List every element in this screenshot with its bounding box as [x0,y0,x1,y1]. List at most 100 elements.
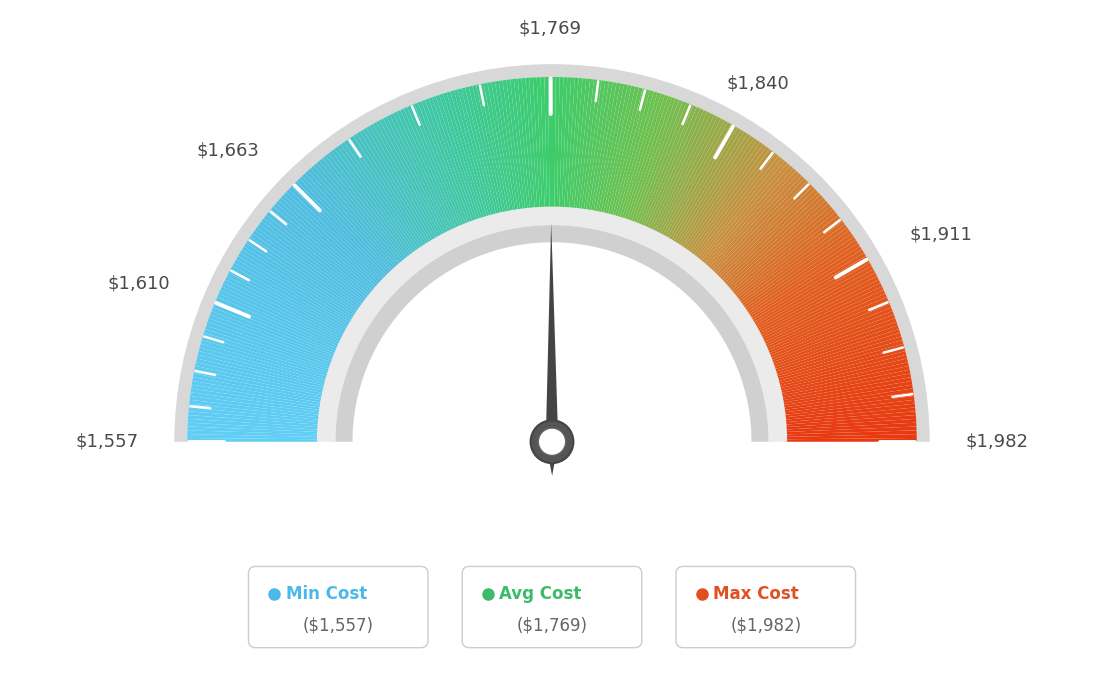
Wedge shape [785,419,916,429]
Wedge shape [193,370,322,398]
Wedge shape [584,80,605,210]
Wedge shape [766,297,889,351]
Wedge shape [203,333,329,374]
Wedge shape [251,233,360,310]
FancyBboxPatch shape [676,566,856,648]
Wedge shape [262,218,368,300]
Wedge shape [274,204,375,291]
Wedge shape [425,99,473,223]
Wedge shape [785,404,915,420]
Circle shape [531,420,573,463]
Wedge shape [736,218,842,300]
Wedge shape [259,221,365,302]
Wedge shape [317,161,403,264]
Wedge shape [638,103,690,226]
Wedge shape [752,253,866,323]
Wedge shape [556,77,563,208]
Wedge shape [436,95,480,220]
Wedge shape [499,80,520,210]
Wedge shape [776,340,903,379]
Wedge shape [758,269,875,333]
Wedge shape [541,77,548,208]
Wedge shape [656,115,718,233]
Wedge shape [188,411,319,424]
Wedge shape [781,366,910,395]
Wedge shape [739,221,845,302]
Wedge shape [643,106,697,227]
Wedge shape [188,423,319,432]
Wedge shape [353,134,427,246]
Wedge shape [615,90,654,217]
Wedge shape [704,166,794,266]
Wedge shape [772,318,896,365]
Wedge shape [767,300,890,353]
Wedge shape [777,347,905,384]
Wedge shape [768,304,891,356]
Wedge shape [783,381,912,405]
Wedge shape [785,423,916,432]
Wedge shape [422,100,470,224]
Wedge shape [785,426,916,435]
Wedge shape [234,259,350,327]
Wedge shape [461,88,497,215]
Text: Min Cost: Min Cost [286,585,367,603]
Wedge shape [188,438,318,442]
Wedge shape [765,293,887,349]
Wedge shape [596,83,624,213]
Wedge shape [784,400,915,417]
Wedge shape [582,80,602,210]
Wedge shape [779,358,907,391]
Wedge shape [665,122,731,238]
Wedge shape [205,326,330,370]
Wedge shape [662,120,728,237]
Wedge shape [552,77,555,208]
Wedge shape [629,97,676,222]
Wedge shape [710,173,802,271]
Wedge shape [603,86,635,214]
Wedge shape [574,79,591,209]
Wedge shape [751,250,864,321]
Wedge shape [188,426,319,435]
Wedge shape [743,230,851,308]
Wedge shape [588,81,613,211]
Text: ($1,557): ($1,557) [302,617,374,635]
Wedge shape [784,392,914,413]
Wedge shape [343,140,421,250]
Wedge shape [484,83,511,213]
Wedge shape [529,77,540,208]
Wedge shape [360,130,431,243]
Wedge shape [242,246,354,319]
Wedge shape [248,237,359,313]
Wedge shape [314,163,401,265]
Wedge shape [782,373,911,400]
Wedge shape [465,86,499,215]
Wedge shape [212,308,335,358]
Wedge shape [740,224,847,304]
Wedge shape [640,104,693,226]
Wedge shape [200,344,327,382]
Wedge shape [270,206,373,293]
Wedge shape [232,263,349,329]
Wedge shape [240,250,353,321]
Wedge shape [407,106,461,227]
Wedge shape [679,136,754,247]
Wedge shape [222,283,341,342]
Wedge shape [291,184,386,278]
Text: $1,840: $1,840 [726,75,789,92]
Wedge shape [744,233,853,310]
Wedge shape [671,128,741,242]
Wedge shape [221,286,340,344]
Wedge shape [404,107,459,228]
Wedge shape [697,156,782,260]
Wedge shape [760,273,877,335]
Wedge shape [627,96,672,221]
Wedge shape [714,179,807,275]
Wedge shape [521,78,534,209]
Wedge shape [469,86,501,214]
Wedge shape [338,144,416,253]
Wedge shape [707,168,796,268]
Text: $1,610: $1,610 [107,275,170,293]
Wedge shape [724,195,824,286]
Wedge shape [331,149,413,255]
Wedge shape [299,176,392,273]
